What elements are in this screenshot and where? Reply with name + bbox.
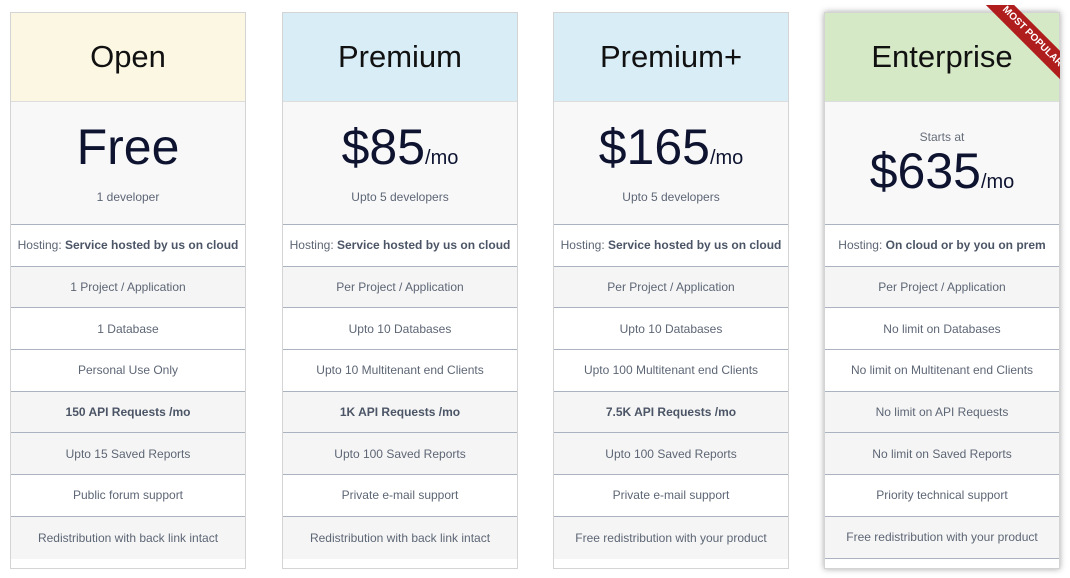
price: $85/mo (342, 122, 459, 172)
feature-text: Upto 100 Saved Reports (334, 446, 466, 461)
feature-text: Upto 100 Saved Reports (605, 446, 737, 461)
feature-text: 7.5K API Requests /mo (605, 405, 737, 420)
price: $635/mo (870, 146, 1015, 196)
feature-text: Per Project / Application (607, 280, 735, 295)
feature-row: Redistribution with back link intact (11, 516, 245, 559)
plan-name: Premium (283, 13, 517, 102)
price: Free (77, 122, 180, 172)
price-period: /mo (425, 147, 459, 169)
feature-text: Private e-mail support (612, 488, 730, 503)
price-amount: $635 (869, 143, 981, 199)
feature-text: Per Project / Application (336, 280, 464, 295)
hosting-value: Service hosted by us on cloud (65, 238, 239, 253)
hosting-row: Hosting: Service hosted by us on cloud (554, 225, 788, 267)
developers: Upto 5 developers (351, 190, 449, 204)
price-section: $165/mo Upto 5 developers (554, 102, 788, 225)
feature-row: Priority technical support (825, 475, 1059, 517)
feature-row: Per Project / Application (554, 266, 788, 309)
feature-row: Upto 100 Multitenant end Clients (554, 350, 788, 392)
feature-row: No limit on Multitenant end Clients (825, 350, 1059, 392)
plan-card-premium-plus: Premium+ $165/mo Upto 5 developers Hosti… (553, 12, 789, 569)
feature-row: Redistribution with back link intact (283, 516, 517, 559)
plan-name: Premium+ (554, 13, 788, 102)
feature-text: Redistribution with back link intact (37, 530, 219, 545)
developers: 1 developer (96, 190, 160, 204)
hosting-value: Service hosted by us on cloud (337, 238, 511, 253)
feature-text: Upto 10 Databases (348, 321, 452, 336)
feature-text: Priority technical support (876, 488, 1008, 503)
hosting-label: Hosting: (17, 238, 62, 253)
feature-text: Public forum support (72, 488, 184, 503)
feature-text: Upto 10 Multitenant end Clients (316, 363, 484, 378)
feature-row: No limit on API Requests (825, 391, 1059, 434)
price-section: $85/mo Upto 5 developers (283, 102, 517, 225)
feature-row: 1K API Requests /mo (283, 391, 517, 434)
developers: Upto 5 developers (622, 190, 720, 204)
feature-row: Upto 10 Databases (283, 308, 517, 351)
feature-row: Per Project / Application (825, 266, 1059, 309)
plan-card-premium: Premium $85/mo Upto 5 developers Hosting… (282, 12, 518, 569)
price-amount: $165 (598, 119, 710, 175)
feature-text: Per Project / Application (878, 280, 1006, 295)
starts-at: Starts at (919, 130, 965, 144)
ribbon-text: MOST POPULAR (982, 5, 1060, 85)
feature-row: 150 API Requests /mo (11, 391, 245, 434)
feature-row: Upto 10 Multitenant end Clients (283, 350, 517, 392)
price-section: Starts at $635/mo (825, 102, 1059, 225)
price-period: /mo (709, 147, 744, 169)
hosting-label: Hosting: (560, 238, 605, 253)
price-amount: Free (76, 119, 180, 175)
hosting-row: Hosting: Service hosted by us on cloud (11, 225, 245, 267)
hosting-row: Hosting: Service hosted by us on cloud (283, 225, 517, 267)
price-section: Free 1 developer (11, 102, 245, 225)
feature-row: 1 Database (11, 308, 245, 351)
plan-name: Open (11, 13, 245, 102)
feature-row: Private e-mail support (283, 475, 517, 517)
feature-row: 1 Project / Application (11, 266, 245, 309)
feature-row: No limit on Saved Reports (825, 433, 1059, 476)
feature-text: Private e-mail support (341, 488, 459, 503)
feature-text: No limit on API Requests (875, 405, 1009, 420)
hosting-value: On cloud or by you on prem (885, 238, 1046, 253)
hosting-label: Hosting: (838, 238, 883, 253)
feature-text: 1K API Requests /mo (339, 405, 461, 420)
feature-row: No limit on Databases (825, 308, 1059, 351)
most-popular-ribbon: MOST POPULAR (980, 5, 1060, 85)
feature-row: Public forum support (11, 475, 245, 517)
feature-text: Free redistribution with your product (575, 530, 767, 545)
feature-text: No limit on Databases (883, 321, 1001, 336)
hosting-row: Hosting: On cloud or by you on prem (825, 225, 1059, 267)
price: $165/mo (599, 122, 744, 172)
feature-row: Per Project / Application (283, 266, 517, 309)
feature-text: Upto 100 Multitenant end Clients (583, 363, 759, 378)
feature-text: 1 Database (97, 321, 159, 336)
feature-text: No limit on Saved Reports (872, 446, 1012, 461)
feature-text: Free redistribution with your product (846, 530, 1038, 545)
feature-row: Private e-mail support (554, 475, 788, 517)
feature-row: Upto 100 Saved Reports (283, 433, 517, 476)
plan-card-open: Open Free 1 developer Hosting: Service h… (10, 12, 246, 569)
feature-text: No limit on Multitenant end Clients (850, 363, 1034, 378)
feature-row: Upto 15 Saved Reports (11, 433, 245, 476)
hosting-label: Hosting: (289, 238, 334, 253)
hosting-value: Service hosted by us on cloud (608, 238, 782, 253)
feature-text: 1 Project / Application (70, 280, 186, 295)
price-period: /mo (980, 171, 1015, 193)
feature-row: Upto 100 Saved Reports (554, 433, 788, 476)
feature-text: Upto 15 Saved Reports (65, 446, 191, 461)
plan-card-enterprise: Enterprise Starts at $635/mo Hosting: On… (824, 5, 1060, 569)
feature-row: Upto 10 Databases (554, 308, 788, 351)
feature-text: Personal Use Only (77, 363, 179, 378)
feature-text: Redistribution with back link intact (309, 530, 491, 545)
feature-row: Free redistribution with your product (825, 516, 1059, 559)
feature-text: 150 API Requests /mo (65, 405, 191, 420)
feature-row: Free redistribution with your product (554, 516, 788, 559)
price-amount: $85 (341, 119, 426, 175)
feature-row: Personal Use Only (11, 350, 245, 392)
feature-text: Upto 10 Databases (619, 321, 723, 336)
feature-row: 7.5K API Requests /mo (554, 391, 788, 434)
